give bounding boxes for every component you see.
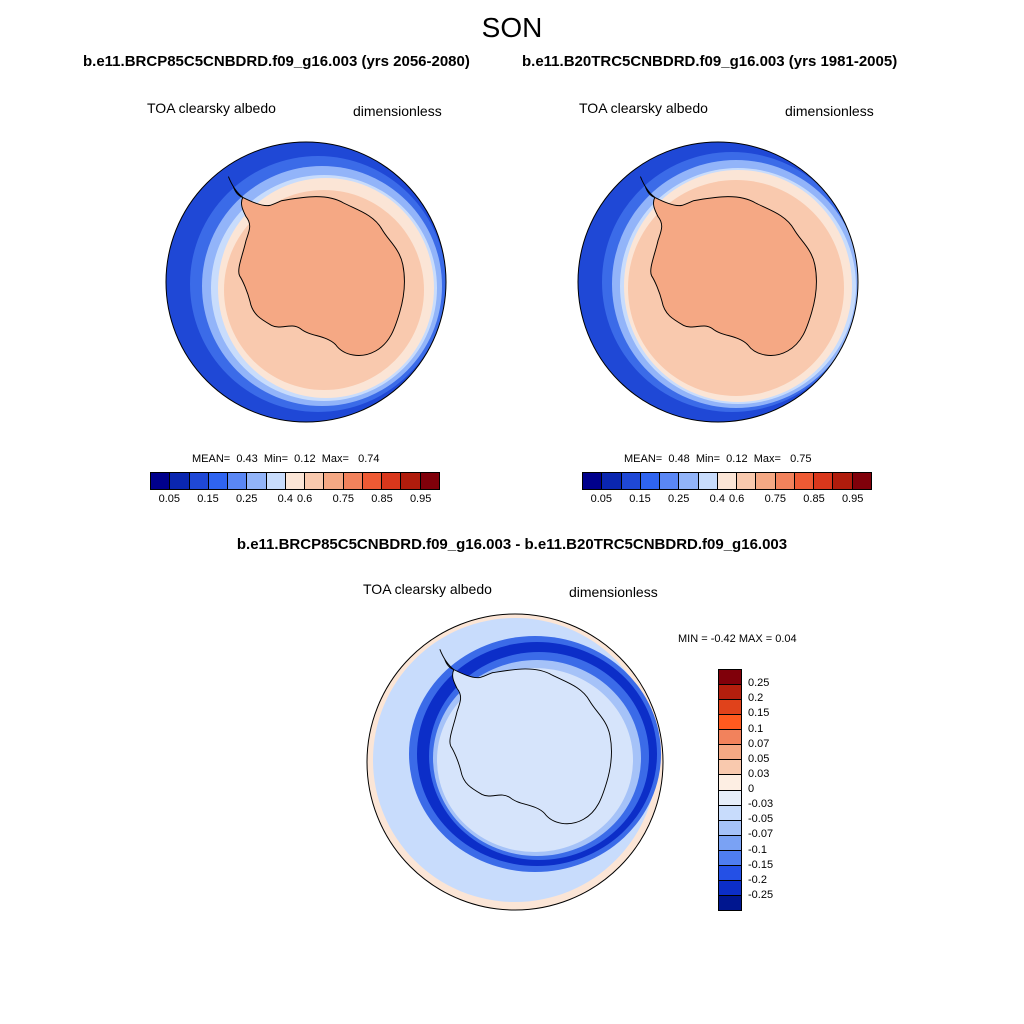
colorbar-tick-label: 0.25 xyxy=(235,493,258,505)
colorbar-swatch xyxy=(719,745,741,761)
colorbar-swatch xyxy=(602,473,622,489)
colorbar-tick-label: 0.05 xyxy=(590,493,613,505)
colorbar-tick-label: 0.15 xyxy=(197,493,219,505)
colorbar-swatch xyxy=(794,473,815,489)
colorbar-tick-label: 0.15 xyxy=(748,707,770,720)
colorbar-swatch xyxy=(719,790,741,806)
colorbar-tick-label: 0.6 xyxy=(729,493,745,505)
colorbar-swatch xyxy=(382,473,402,489)
colorbar-tick-label: 0.25 xyxy=(748,677,770,690)
colorbar-tick-label: 0.1 xyxy=(748,722,764,735)
colorbar-tick-label: 0.75 xyxy=(332,493,355,505)
colorbar-swatch xyxy=(420,473,439,489)
colorbar-tick-label: 0.4 xyxy=(277,493,293,505)
colorbar-tick-label: 0.95 xyxy=(409,493,432,505)
colorbar-swatch xyxy=(228,473,248,489)
colorbar-swatch xyxy=(266,473,286,489)
colorbar-swatch xyxy=(719,805,741,821)
colorbar-swatch xyxy=(814,473,834,489)
colorbar-tick-label: -0.25 xyxy=(748,888,774,901)
panel-1-colorbar xyxy=(150,472,440,490)
diff-colorbar xyxy=(718,669,742,911)
colorbar-tick-label: 0.15 xyxy=(629,493,651,505)
colorbar-swatch xyxy=(719,880,741,896)
colorbar-tick-label: 0.4 xyxy=(709,493,725,505)
colorbar-swatch xyxy=(305,473,325,489)
colorbar-tick-label: 0.05 xyxy=(748,752,770,765)
colorbar-swatch xyxy=(719,895,741,910)
colorbar-swatch xyxy=(719,715,741,731)
colorbar-swatch xyxy=(775,473,795,489)
colorbar-swatch xyxy=(189,473,209,489)
colorbar-tick-label: 0.05 xyxy=(158,493,181,505)
colorbar-tick-label: 0.2 xyxy=(748,692,764,705)
colorbar-swatch xyxy=(756,473,776,489)
colorbar-tick-label: 0.95 xyxy=(841,493,864,505)
colorbar-tick-label: 0.03 xyxy=(748,767,770,780)
colorbar-swatch xyxy=(583,473,603,489)
colorbar-tick-label: -0.07 xyxy=(748,828,774,841)
colorbar-swatch xyxy=(719,760,741,776)
colorbar-swatch xyxy=(852,473,871,489)
colorbar-swatch xyxy=(640,473,661,489)
colorbar-swatch xyxy=(719,670,741,686)
colorbar-swatch xyxy=(833,473,853,489)
colorbar-tick-label: -0.15 xyxy=(748,858,774,871)
panel-1-stats: MEAN= 0.43 Min= 0.12 Max= 0.74 xyxy=(192,453,380,465)
panel-1-case-title: b.e11.BRCP85C5CNBDRD.f09_g16.003 (yrs 20… xyxy=(83,53,470,70)
colorbar-tick-label: 0.85 xyxy=(371,493,393,505)
colorbar-swatch xyxy=(737,473,757,489)
panel-1-variable: TOA clearsky albedo xyxy=(147,100,276,116)
colorbar-tick-label: 0 xyxy=(748,783,755,795)
panel-1-units: dimensionless xyxy=(353,103,442,119)
colorbar-swatch xyxy=(401,473,421,489)
colorbar-swatch xyxy=(698,473,718,489)
colorbar-tick-label: 0.07 xyxy=(748,737,770,750)
panel-2-colorbar xyxy=(582,472,872,490)
colorbar-swatch xyxy=(362,473,383,489)
colorbar-swatch xyxy=(660,473,680,489)
colorbar-tick-label: -0.03 xyxy=(748,798,774,811)
diff-title: b.e11.BRCP85C5CNBDRD.f09_g16.003 - b.e11… xyxy=(236,536,788,553)
panel-2-units: dimensionless xyxy=(785,103,874,119)
colorbar-swatch xyxy=(719,865,741,881)
colorbar-swatch xyxy=(247,473,267,489)
panel-2-map xyxy=(577,141,859,423)
colorbar-swatch xyxy=(324,473,344,489)
colorbar-swatch xyxy=(717,473,738,489)
colorbar-swatch xyxy=(343,473,363,489)
colorbar-swatch xyxy=(719,685,741,701)
colorbar-swatch xyxy=(285,473,306,489)
colorbar-swatch xyxy=(719,775,741,791)
colorbar-tick-label: 0.25 xyxy=(667,493,690,505)
colorbar-swatch xyxy=(208,473,229,489)
colorbar-swatch xyxy=(719,835,741,851)
colorbar-swatch xyxy=(151,473,171,489)
diff-map xyxy=(366,613,664,911)
diff-units: dimensionless xyxy=(569,584,658,600)
panel-2-stats: MEAN= 0.48 Min= 0.12 Max= 0.75 xyxy=(624,453,812,465)
colorbar-tick-label: -0.05 xyxy=(748,813,774,826)
panel-2-variable: TOA clearsky albedo xyxy=(579,100,708,116)
colorbar-tick-label: -0.1 xyxy=(748,843,767,856)
colorbar-swatch xyxy=(719,820,741,836)
colorbar-swatch xyxy=(719,850,741,866)
colorbar-tick-label: 0.6 xyxy=(297,493,313,505)
colorbar-tick-label: 0.85 xyxy=(803,493,825,505)
colorbar-swatch xyxy=(679,473,699,489)
diff-variable: TOA clearsky albedo xyxy=(363,581,492,597)
season-title: SON xyxy=(481,12,543,43)
colorbar-swatch xyxy=(170,473,190,489)
panel-2-case-title: b.e11.B20TRC5CNBDRD.f09_g16.003 (yrs 198… xyxy=(522,53,898,70)
panel-1-map xyxy=(165,141,447,423)
colorbar-swatch xyxy=(719,730,741,746)
colorbar-tick-label: 0.75 xyxy=(764,493,787,505)
diff-minmax: MIN = -0.42 MAX = 0.04 xyxy=(678,633,797,645)
colorbar-tick-label: -0.2 xyxy=(748,873,767,886)
colorbar-swatch xyxy=(719,700,741,716)
colorbar-swatch xyxy=(621,473,641,489)
